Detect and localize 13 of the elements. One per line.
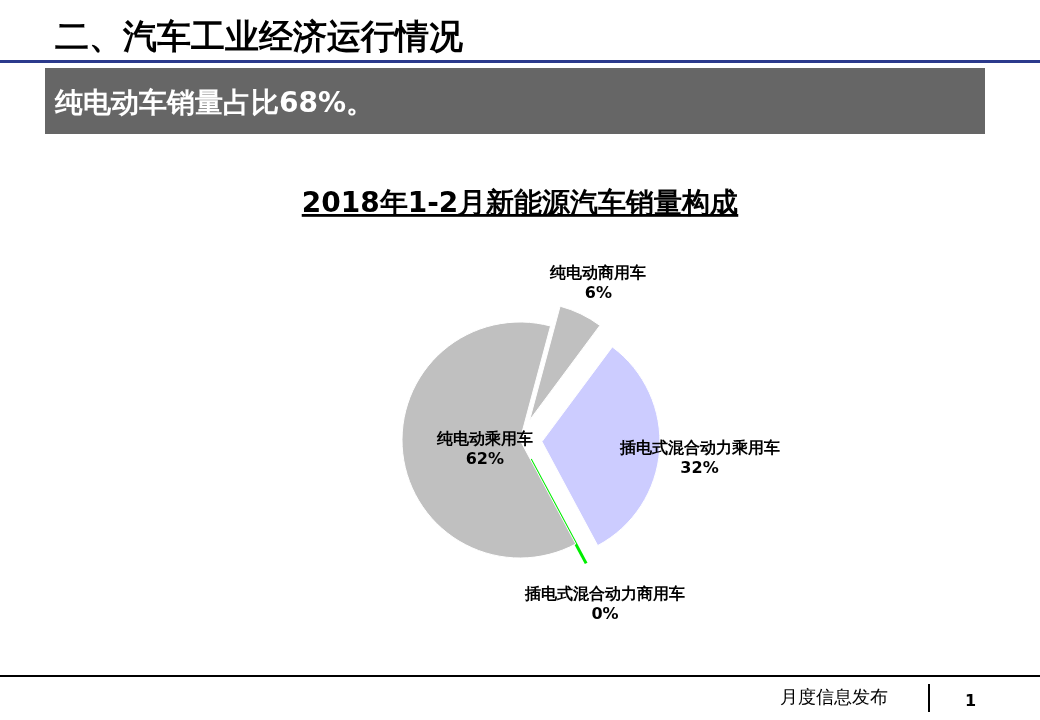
data-label: 6% (584, 282, 612, 302)
slice-label: 插电式混合动力乘用车 (618, 438, 780, 458)
category-label: 插电式混合动力商用车 (525, 583, 686, 603)
slice-label: 纯电动商用车 (549, 262, 647, 282)
chart-title: 2018年1-2月新能源汽车销量构成 (301, 186, 739, 219)
text: 1 (965, 691, 977, 710)
text: 月度信息发布 (780, 686, 888, 707)
data-label: 62% (465, 449, 504, 469)
data-label: 32% (680, 458, 719, 478)
text: 0% (591, 603, 619, 623)
text: 二、汽车工业经济运行情况 (55, 16, 464, 56)
slice-label: 纯电动乘用车 (435, 429, 533, 449)
text: 纯电动车销量占比68%。 (54, 86, 375, 119)
